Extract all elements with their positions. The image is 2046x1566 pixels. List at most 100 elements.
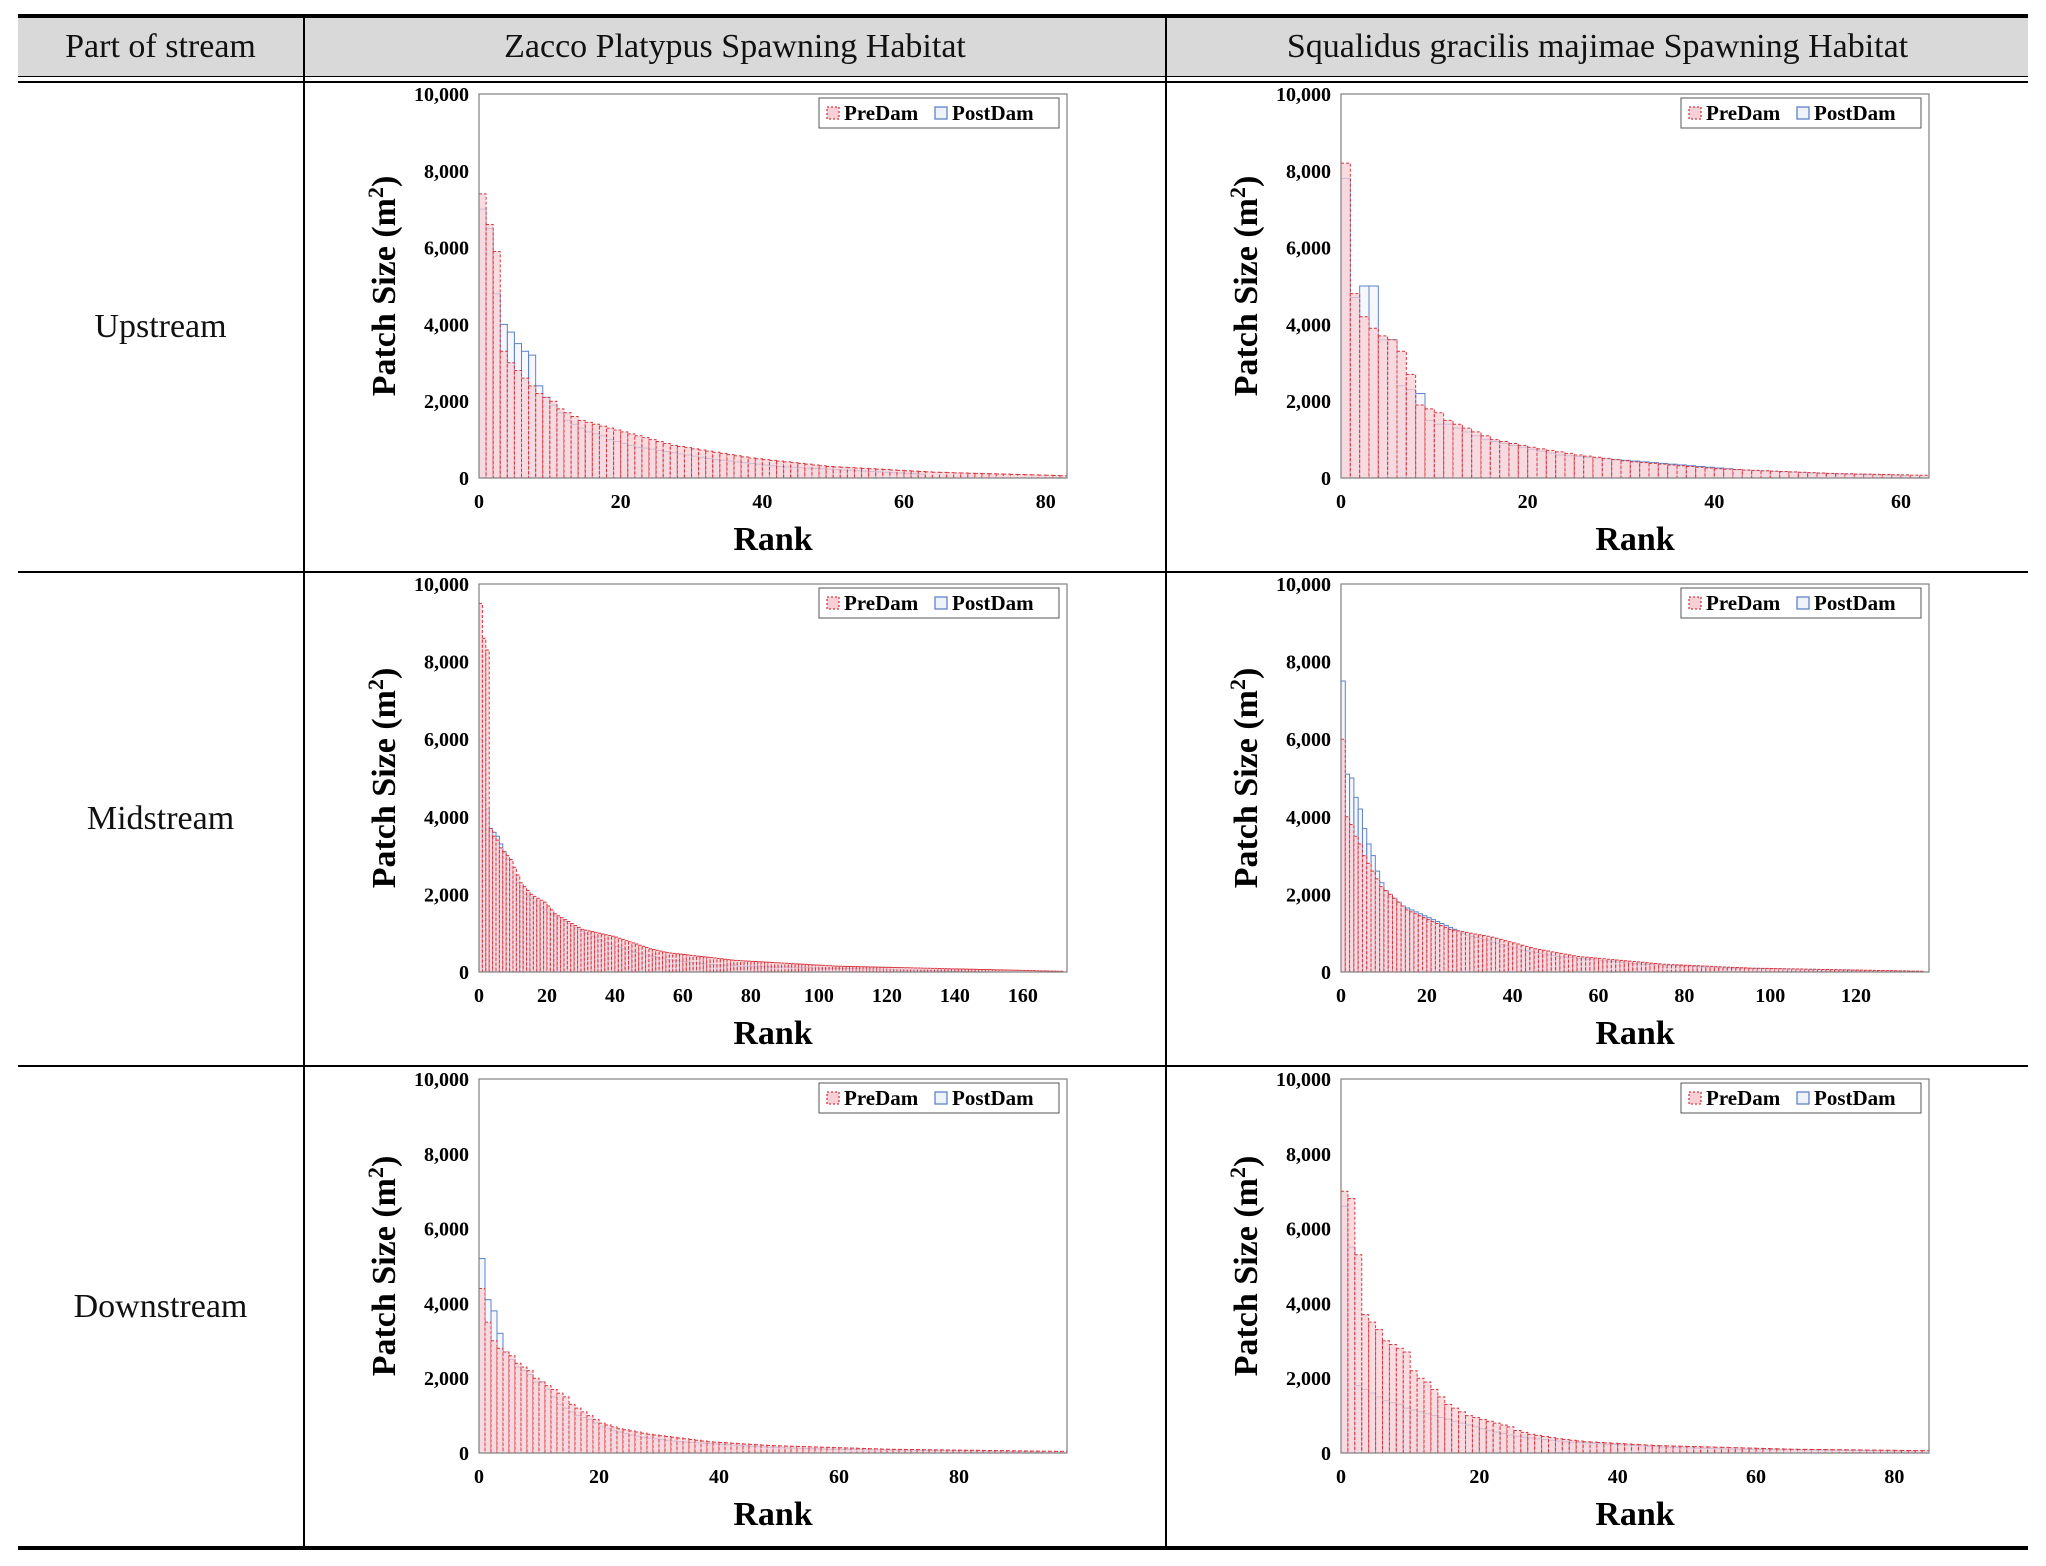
predam-bar — [750, 960, 755, 973]
y-tick-label: 8,000 — [424, 1143, 469, 1165]
table-row-downstream: Downstream 0 2,000 4,000 6,000 8,000 10,000 0 2… — [18, 1066, 2028, 1550]
predam-bar — [954, 968, 959, 973]
predam-bar — [790, 462, 799, 479]
predam-bar — [784, 962, 789, 973]
predam-bar — [490, 1339, 498, 1453]
predam-bar — [1567, 954, 1574, 973]
predam-bar — [1349, 293, 1361, 479]
predam-bar — [492, 835, 497, 973]
predam-bar — [723, 958, 728, 973]
plot-background — [479, 1078, 1067, 1453]
predam-bar — [852, 966, 857, 973]
predam-bar — [913, 967, 918, 973]
predam-bar — [651, 949, 657, 973]
y-tick-label: 4,000 — [424, 807, 469, 829]
x-tick-label: 60 — [829, 1466, 849, 1488]
predam-bar — [1023, 474, 1033, 479]
predam-bar — [1611, 459, 1622, 479]
y-axis-title: Patch Size (m2) — [363, 668, 403, 889]
predam-bar — [1835, 473, 1846, 479]
header-row: Part of stream Zacco Platypus Spawning H… — [18, 14, 2028, 77]
predam-bar — [1762, 1447, 1771, 1454]
y-axis-title: Patch Size (m2) — [1225, 176, 1265, 397]
predam-bar — [1452, 929, 1458, 973]
predam-bar — [1461, 427, 1473, 479]
predam-bar — [1357, 843, 1363, 973]
x-tick-label: 40 — [752, 491, 772, 513]
legend-swatch-postdam — [934, 596, 948, 610]
predam-bar — [988, 473, 997, 479]
predam-bar — [598, 1422, 606, 1453]
predam-bar — [1852, 1448, 1861, 1453]
predam-bar — [513, 369, 522, 479]
predam-bar — [1404, 909, 1411, 973]
y-tick-label: 2,000 — [424, 884, 469, 906]
predam-bar — [1400, 905, 1406, 973]
predam-bar — [1402, 1351, 1411, 1453]
predam-bar — [1368, 1321, 1377, 1453]
predam-bar — [828, 965, 833, 973]
predam-bar — [1495, 937, 1501, 973]
y-tick-label: 0 — [1321, 1443, 1331, 1465]
predam-bar — [1583, 455, 1594, 479]
predam-bar — [1788, 471, 1799, 479]
predam-bar — [1769, 470, 1781, 479]
predam-bar — [1624, 1443, 1633, 1453]
x-tick-label: 40 — [709, 1466, 729, 1488]
predam-bar — [790, 1445, 798, 1453]
predam-bar — [1568, 1439, 1577, 1453]
predam-bar — [876, 966, 881, 973]
predam-bar — [946, 472, 955, 479]
predam-bar — [1658, 1444, 1667, 1453]
predam-bar — [670, 1436, 678, 1454]
predam-bar — [694, 1439, 702, 1453]
predam-bar — [1443, 926, 1449, 973]
predam-bar — [1790, 1448, 1799, 1454]
y-axis-title-close: ) — [366, 176, 403, 187]
predam-bar — [1439, 924, 1445, 973]
predam-bar — [1773, 968, 1780, 973]
y-tick-label: 0 — [1321, 962, 1331, 984]
predam-bar — [1610, 1442, 1619, 1453]
predam-bar — [753, 961, 759, 973]
predam-bar — [811, 964, 816, 973]
predam-bar — [520, 1365, 528, 1454]
predam-bar — [1644, 1444, 1653, 1453]
predam-bar — [1640, 961, 1647, 973]
predam-bar — [1700, 1445, 1709, 1453]
predam-bar — [757, 961, 762, 973]
predam-bar — [664, 1435, 672, 1454]
predam-bar — [712, 451, 721, 479]
predam-bar — [838, 965, 844, 973]
predam-bar — [1503, 940, 1509, 973]
chart-cell-upstream-zacco: 0 2,000 4,000 6,000 8,000 10,000 0 20 40 60 80 Rank… — [304, 82, 1167, 573]
predam-bar — [535, 393, 544, 479]
predam-bar — [1377, 335, 1389, 479]
predam-bar — [1499, 441, 1510, 479]
predam-bar — [1726, 966, 1733, 973]
predam-bar — [553, 913, 558, 973]
predam-bar — [1458, 1410, 1467, 1453]
y-tick-label: 10,000 — [414, 574, 469, 596]
predam-bar — [1490, 936, 1497, 973]
predam-bar — [1471, 1416, 1480, 1453]
predam-bar — [556, 915, 562, 973]
predam-bar — [1845, 1448, 1854, 1453]
chart-upstream-squalidus: 0 2,000 4,000 6,000 8,000 10,000 0 20 40 60 Rank Pa… — [1225, 84, 1930, 558]
predam-bar — [1637, 1443, 1646, 1453]
predam-bar — [1537, 949, 1544, 973]
predam-bar — [522, 886, 528, 973]
predam-bar — [544, 1384, 552, 1453]
table-row-midstream: Midstream 0 2,000 4,000 6,000 8,000 10,000 0 20… — [18, 572, 2028, 1067]
predam-bar — [1610, 959, 1617, 973]
predam-bar — [646, 1433, 654, 1453]
predam-bar — [702, 956, 708, 973]
header-rule-gap — [1166, 76, 2028, 83]
predam-bar — [1786, 968, 1793, 973]
predam-bar — [1554, 1437, 1563, 1454]
predam-bar — [1508, 442, 1519, 479]
predam-bar — [1482, 935, 1488, 973]
predam-bar — [1430, 921, 1436, 973]
predam-bar — [1797, 1448, 1805, 1453]
predam-bar — [719, 452, 728, 479]
